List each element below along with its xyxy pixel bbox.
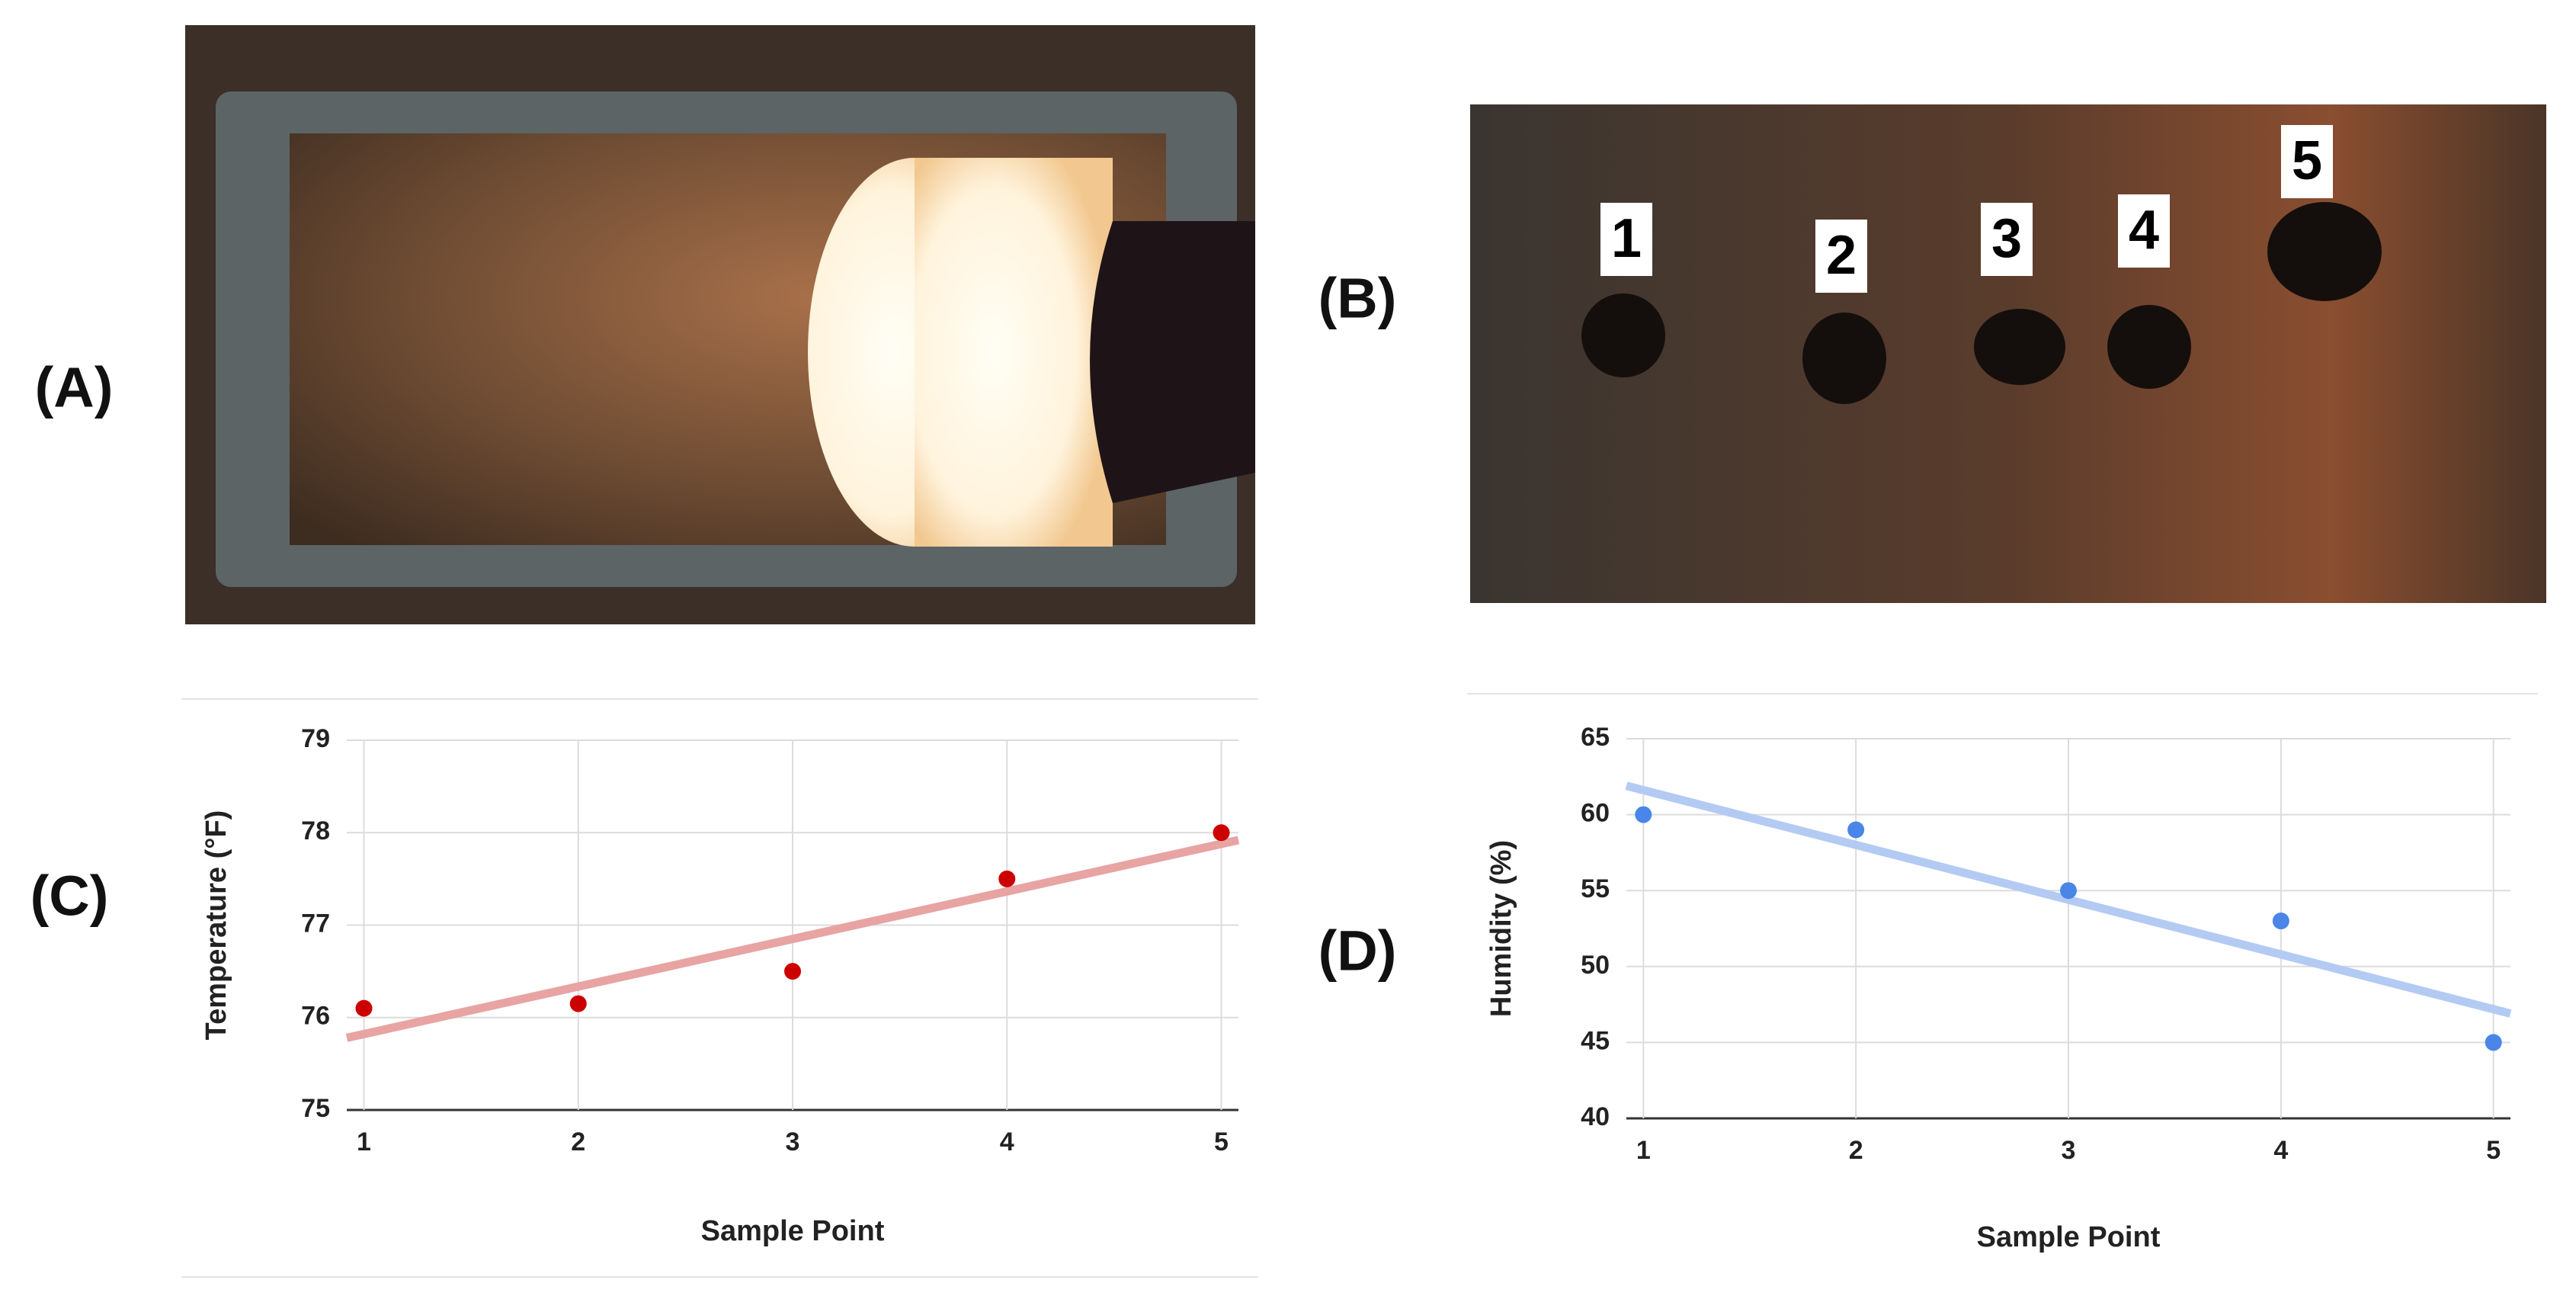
x-tick-label: 5	[1214, 1128, 1229, 1156]
point	[1847, 821, 1865, 839]
photo-label: 3	[1991, 208, 2022, 269]
y-tick-label: 45	[1581, 1026, 1610, 1055]
panel-label: (C)	[30, 865, 109, 928]
panel-label: (A)	[35, 356, 114, 419]
y-tick-label: 40	[1581, 1102, 1610, 1131]
y-tick-label: 75	[301, 1094, 330, 1123]
label-box	[1815, 220, 1867, 293]
photo-label: 4	[2129, 200, 2159, 261]
point	[355, 999, 373, 1017]
y-tick-label: 55	[1581, 874, 1610, 903]
y-tick-label: 50	[1581, 951, 1610, 980]
label-box	[2118, 194, 2170, 268]
point	[1213, 824, 1230, 842]
point	[2060, 882, 2077, 900]
point	[2272, 913, 2289, 930]
point	[784, 963, 801, 980]
x-tick-label: 1	[1636, 1136, 1651, 1165]
photo-label: 2	[1826, 225, 1857, 286]
photo-b	[1470, 104, 2546, 603]
trendline	[1625, 781, 2512, 1018]
panel-label: (D)	[1318, 919, 1397, 983]
x-tick-label: 5	[2486, 1136, 2501, 1165]
label-box	[2281, 125, 2333, 198]
x-axis-title: Sample Point	[1977, 1221, 2161, 1253]
point	[1635, 806, 1652, 823]
point	[998, 870, 1016, 887]
point	[569, 995, 587, 1012]
y-axis-title: Temperature (°F)	[200, 810, 232, 1041]
label-box	[1600, 203, 1652, 276]
y-tick-label: 77	[301, 909, 330, 938]
photo-label: 5	[2292, 130, 2322, 191]
x-axis-title: Sample Point	[701, 1215, 885, 1247]
x-tick-label: 1	[357, 1128, 371, 1156]
y-axis-title: Humidity (%)	[1485, 840, 1517, 1017]
y-tick-label: 79	[301, 724, 330, 753]
photo-a	[185, 25, 1255, 624]
x-tick-label: 3	[786, 1128, 800, 1156]
x-tick-label: 4	[2273, 1136, 2288, 1165]
y-tick-label: 76	[301, 1002, 330, 1031]
point	[2485, 1034, 2502, 1051]
y-tick-label: 78	[301, 816, 330, 845]
y-tick-label: 65	[1581, 723, 1610, 752]
y-tick-label: 60	[1581, 799, 1610, 828]
x-tick-label: 2	[571, 1128, 585, 1156]
trendline	[345, 836, 1240, 1042]
x-tick-label: 4	[1000, 1128, 1014, 1156]
label-box	[1981, 203, 2033, 276]
x-tick-label: 3	[2062, 1136, 2076, 1165]
x-tick-label: 2	[1849, 1136, 1863, 1165]
panel-label: (B)	[1318, 267, 1397, 330]
photo-label: 1	[1611, 208, 1642, 269]
